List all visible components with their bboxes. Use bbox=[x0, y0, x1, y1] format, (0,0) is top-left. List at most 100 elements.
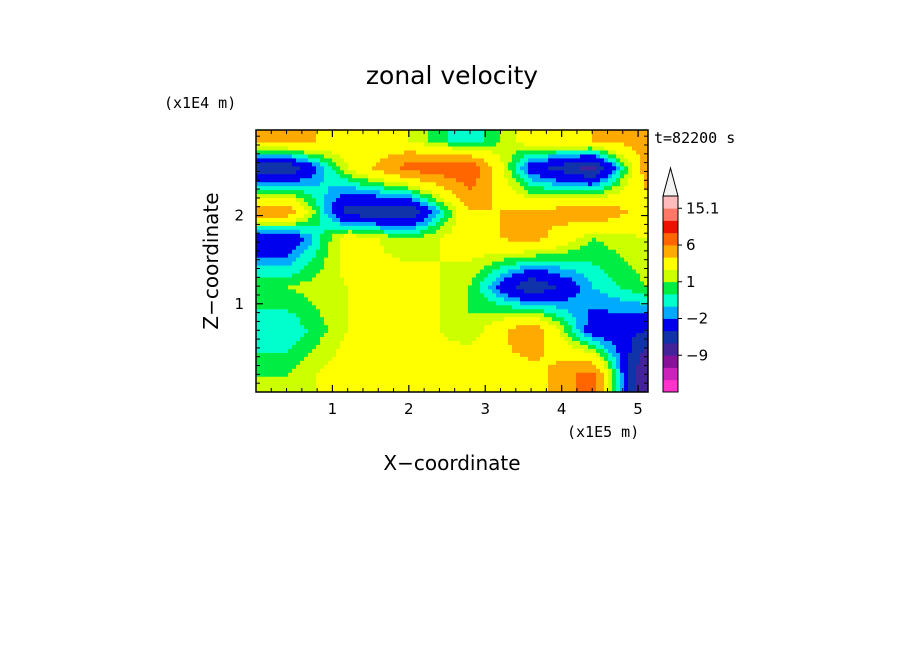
field-cell bbox=[500, 201, 505, 207]
field-cell bbox=[372, 292, 377, 298]
field-cell bbox=[600, 264, 605, 270]
field-cell bbox=[444, 197, 449, 203]
field-cell bbox=[316, 241, 321, 246]
field-cell bbox=[464, 189, 469, 195]
field-cell bbox=[488, 296, 493, 302]
field-cell bbox=[336, 380, 341, 385]
field-cell bbox=[504, 300, 509, 306]
field-cell bbox=[584, 372, 589, 377]
field-cell bbox=[372, 304, 377, 310]
field-cell bbox=[536, 257, 541, 262]
field-cell bbox=[320, 217, 325, 222]
field-cell bbox=[424, 261, 429, 266]
field-cell bbox=[432, 324, 437, 330]
field-cell bbox=[260, 209, 265, 214]
field-cell bbox=[392, 217, 397, 222]
field-cell bbox=[512, 197, 517, 203]
field-cell bbox=[592, 364, 597, 369]
field-cell bbox=[464, 288, 469, 294]
field-cell bbox=[632, 233, 637, 238]
field-cell bbox=[624, 284, 629, 290]
field-cell bbox=[272, 257, 277, 262]
field-cell bbox=[276, 368, 281, 373]
field-cell bbox=[500, 284, 505, 290]
field-cell bbox=[588, 241, 593, 246]
field-cell bbox=[464, 272, 469, 278]
field-cell bbox=[640, 312, 645, 318]
field-cell bbox=[512, 221, 517, 226]
field-cell bbox=[364, 213, 369, 218]
field-cell bbox=[340, 380, 345, 385]
field-cell bbox=[312, 213, 317, 218]
field-cell bbox=[460, 237, 465, 242]
field-cell bbox=[468, 197, 473, 203]
field-cell bbox=[608, 257, 613, 262]
field-cell bbox=[528, 304, 533, 310]
field-cell bbox=[272, 288, 277, 294]
field-cell bbox=[568, 356, 573, 361]
field-cell bbox=[516, 272, 521, 278]
field-cell bbox=[384, 280, 389, 286]
field-cell bbox=[612, 364, 617, 369]
field-cell bbox=[460, 376, 465, 381]
field-cell bbox=[496, 233, 501, 238]
field-cell bbox=[612, 352, 617, 357]
field-cell bbox=[496, 312, 501, 318]
field-cell bbox=[608, 241, 613, 246]
field-cell bbox=[444, 352, 449, 357]
field-cell bbox=[520, 384, 525, 389]
field-cell bbox=[556, 213, 561, 218]
field-cell bbox=[416, 380, 421, 385]
field-cell bbox=[572, 304, 577, 310]
field-cell bbox=[440, 316, 445, 322]
field-cell bbox=[412, 213, 417, 218]
field-cell bbox=[580, 264, 585, 270]
field-cell bbox=[388, 324, 393, 330]
field-cell bbox=[548, 288, 553, 294]
field-cell bbox=[608, 245, 613, 250]
field-cell bbox=[492, 324, 497, 330]
field-cell bbox=[556, 336, 561, 341]
field-cell bbox=[300, 253, 305, 258]
field-cell bbox=[548, 245, 553, 250]
field-cell bbox=[540, 300, 545, 306]
field-cell bbox=[328, 308, 333, 314]
field-cell bbox=[576, 304, 581, 310]
field-cell bbox=[600, 368, 605, 373]
field-cell bbox=[644, 376, 648, 381]
field-cell bbox=[540, 316, 545, 322]
field-cell bbox=[404, 213, 409, 218]
field-cell bbox=[640, 197, 645, 203]
field-cell bbox=[496, 304, 501, 310]
field-cell bbox=[352, 209, 357, 214]
field-cell bbox=[376, 264, 381, 270]
field-cell bbox=[560, 276, 565, 282]
field-cell bbox=[276, 340, 281, 345]
field-cell bbox=[600, 217, 605, 222]
field-cell bbox=[268, 280, 273, 286]
field-cell bbox=[276, 300, 281, 306]
field-cell bbox=[624, 384, 629, 389]
field-cell bbox=[488, 221, 493, 226]
field-cell bbox=[328, 368, 333, 373]
field-cell bbox=[608, 249, 613, 254]
field-cell bbox=[396, 221, 401, 226]
field-cell bbox=[292, 368, 297, 373]
field-cell bbox=[396, 372, 401, 377]
field-cell bbox=[372, 300, 377, 306]
field-cell bbox=[388, 372, 393, 377]
field-cell bbox=[512, 332, 517, 338]
field-cell bbox=[484, 380, 489, 385]
field-cell bbox=[420, 336, 425, 341]
field-cell bbox=[552, 284, 557, 290]
field-cell bbox=[368, 288, 373, 294]
field-cell bbox=[420, 229, 425, 234]
field-cell bbox=[612, 284, 617, 290]
field-cell bbox=[412, 249, 417, 254]
field-cell bbox=[288, 261, 293, 266]
field-cell bbox=[292, 233, 297, 238]
field-cell bbox=[400, 257, 405, 262]
field-cell bbox=[628, 253, 633, 258]
field-cell bbox=[492, 372, 497, 377]
field-cell bbox=[408, 276, 413, 282]
